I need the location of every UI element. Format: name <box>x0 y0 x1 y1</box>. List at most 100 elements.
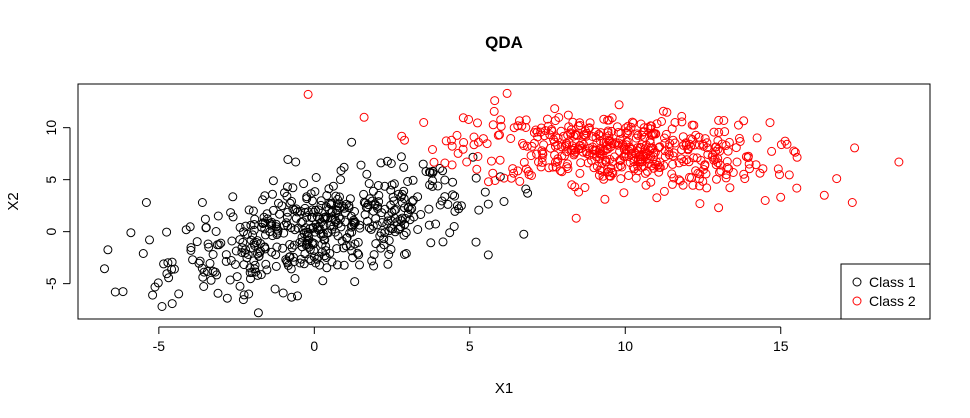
data-point-class-2 <box>739 169 749 179</box>
data-point-class-1 <box>216 238 226 248</box>
data-point-class-1 <box>311 219 321 229</box>
data-point-class-2 <box>894 157 904 167</box>
data-point-class-2 <box>597 158 607 168</box>
data-point-class-1 <box>278 243 288 253</box>
data-point-class-1 <box>253 249 262 259</box>
plot-box <box>77 83 931 320</box>
data-point-class-2 <box>713 154 723 163</box>
data-point-class-2 <box>614 100 624 110</box>
data-point-class-2 <box>506 134 516 143</box>
data-point-class-2 <box>462 157 472 167</box>
data-point-class-1 <box>350 218 360 228</box>
data-point-class-1 <box>164 273 174 283</box>
data-point-class-2 <box>713 158 723 168</box>
data-point-class-1 <box>300 203 310 213</box>
data-point-class-2 <box>563 159 572 169</box>
data-point-class-1 <box>445 228 455 238</box>
data-point-class-2 <box>714 115 724 125</box>
data-point-class-1 <box>307 213 317 223</box>
data-point-class-1 <box>256 270 266 280</box>
data-point-class-2 <box>519 157 529 167</box>
data-point-class-2 <box>709 127 719 137</box>
data-point-class-1 <box>311 258 321 268</box>
data-point-class-1 <box>361 202 371 212</box>
data-point-class-1 <box>221 250 231 260</box>
data-point-class-1 <box>325 199 335 208</box>
data-point-class-2 <box>447 141 457 151</box>
data-point-class-1 <box>285 252 295 262</box>
data-point-class-2 <box>447 135 456 145</box>
data-point-class-1 <box>454 204 464 214</box>
data-point-class-2 <box>607 113 617 123</box>
data-point-class-1 <box>437 196 447 206</box>
data-point-class-1 <box>261 259 271 269</box>
data-point-class-1 <box>150 282 160 292</box>
data-point-class-1 <box>254 251 264 261</box>
data-point-class-2 <box>621 123 631 133</box>
data-point-class-2 <box>619 188 629 198</box>
data-point-class-1 <box>208 266 218 276</box>
data-point-class-2 <box>550 141 560 151</box>
data-point-class-1 <box>272 242 282 252</box>
data-point-class-2 <box>628 162 638 172</box>
data-point-class-1 <box>280 188 289 198</box>
data-point-class-2 <box>482 139 492 149</box>
data-point-class-1 <box>110 287 120 297</box>
data-point-class-1 <box>287 243 297 253</box>
data-point-class-1 <box>392 217 402 227</box>
data-point-class-1 <box>316 200 326 210</box>
data-point-class-2 <box>604 131 614 141</box>
data-point-class-2 <box>780 136 790 146</box>
data-point-class-2 <box>557 142 567 152</box>
data-point-class-1 <box>333 231 343 241</box>
data-point-class-2 <box>819 190 829 200</box>
data-point-class-1 <box>383 259 393 269</box>
data-point-class-1 <box>377 218 387 228</box>
data-point-class-2 <box>767 146 777 156</box>
data-point-class-1 <box>174 289 184 299</box>
data-point-class-2 <box>743 153 753 163</box>
data-point-class-2 <box>569 145 579 155</box>
data-point-class-2 <box>571 213 581 223</box>
data-point-class-1 <box>186 243 196 253</box>
data-point-class-1 <box>400 214 410 223</box>
x-tick-label: 10 <box>617 338 633 354</box>
data-point-class-1 <box>290 225 300 235</box>
data-point-class-1 <box>298 217 307 226</box>
data-point-class-2 <box>660 138 670 148</box>
data-point-class-1 <box>214 240 224 250</box>
data-point-class-1 <box>332 206 342 216</box>
data-point-class-2 <box>664 150 674 160</box>
data-point-class-2 <box>585 118 595 128</box>
data-point-class-1 <box>318 213 328 223</box>
data-point-class-1 <box>300 207 310 217</box>
data-point-class-1 <box>408 175 418 185</box>
data-point-class-1 <box>336 175 345 185</box>
data-point-class-2 <box>570 143 580 153</box>
x-axis: -5 0 5 10 15 <box>153 326 789 354</box>
data-point-class-1 <box>331 191 341 201</box>
data-point-class-1 <box>138 249 148 258</box>
data-point-class-1 <box>471 237 481 247</box>
data-point-class-1 <box>197 263 207 273</box>
data-point-class-2 <box>574 121 583 131</box>
data-point-class-2 <box>667 179 677 189</box>
data-point-class-1 <box>258 195 268 205</box>
data-point-class-1 <box>242 253 252 263</box>
data-point-class-2 <box>555 166 565 176</box>
legend-label-class-2: Class 2 <box>869 293 916 309</box>
data-point-class-1 <box>227 236 237 246</box>
data-point-class-1 <box>145 235 154 245</box>
data-point-class-2 <box>611 138 621 148</box>
data-point-class-2 <box>574 141 584 151</box>
data-point-class-2 <box>745 164 754 174</box>
data-point-class-2 <box>563 110 573 120</box>
data-point-class-1 <box>353 248 363 258</box>
data-point-class-2 <box>734 133 744 143</box>
data-point-class-2 <box>667 124 677 134</box>
data-point-class-2 <box>722 163 732 172</box>
data-point-class-2 <box>488 120 498 130</box>
data-point-class-2 <box>629 164 639 174</box>
data-point-class-1 <box>167 264 177 274</box>
data-point-class-1 <box>347 227 357 237</box>
